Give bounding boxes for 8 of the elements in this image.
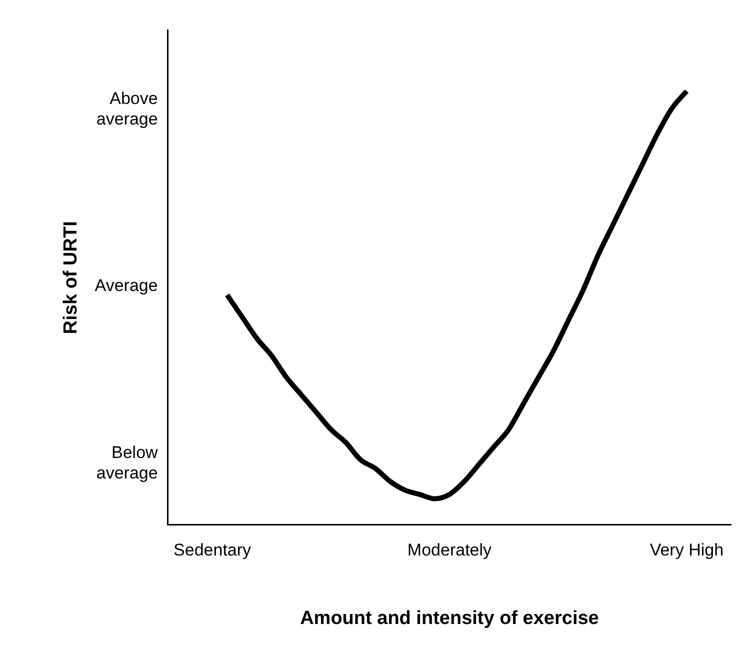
text: Above average bbox=[96, 88, 158, 128]
x-axis-title: Amount and intensity of exercise bbox=[300, 608, 599, 629]
x-tick-label: Moderately bbox=[407, 540, 492, 560]
x-tick-label: Sedentary bbox=[174, 540, 252, 560]
text: Below average bbox=[96, 442, 159, 482]
x-tick-label: Very High bbox=[650, 540, 724, 560]
y-axis-title: Risk of URTI bbox=[60, 221, 82, 334]
text: Average bbox=[94, 276, 158, 296]
